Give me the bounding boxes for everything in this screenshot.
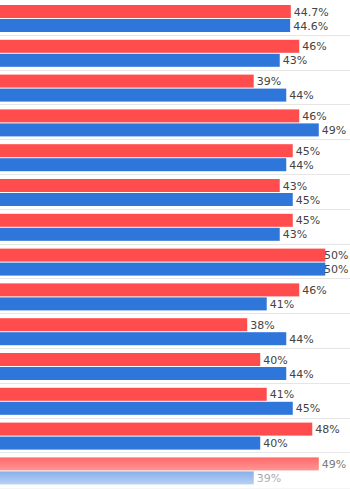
bar [0,40,299,53]
data-label: 45% [296,214,320,227]
data-label: 45% [296,194,320,207]
bar [0,123,319,136]
bar [0,353,260,366]
bar [0,423,312,436]
separator [0,209,350,210]
data-label: 43% [283,54,307,67]
data-label: 46% [302,40,326,53]
separator [0,35,350,36]
bar [0,19,290,32]
bar [0,179,280,192]
data-label: 44% [289,159,313,172]
chart: 44.7%44.6%46%43%39%44%46%49%45%44%43%45%… [0,0,350,489]
fade [0,449,350,489]
data-label: 44% [289,89,313,102]
data-label: 43% [283,180,307,193]
data-label: 45% [296,145,320,158]
bar [0,332,286,345]
data-label: 46% [302,110,326,123]
separator [0,278,350,279]
data-label: 48% [315,423,339,436]
bar [0,402,293,415]
data-label: 46% [302,284,326,297]
bar [0,297,267,310]
data-label: 44.7% [294,6,329,19]
separator [0,348,350,349]
separator [0,313,350,314]
data-label: 40% [263,354,287,367]
bar [0,158,286,171]
data-label: 44% [289,368,313,381]
separator [0,104,350,105]
bar [0,228,280,241]
bar [0,214,293,227]
bar [0,249,325,262]
bar [0,367,286,380]
data-label: 50% [324,249,348,262]
bar [0,263,325,276]
bar [0,318,247,331]
data-label: 41% [270,388,294,401]
bar [0,437,260,450]
separators [0,36,350,453]
data-label: 43% [283,228,307,241]
data-label: 41% [270,298,294,311]
data-label: 50% [324,263,348,276]
bar [0,109,299,122]
data-label: 40% [263,437,287,450]
bar [0,388,267,401]
bars [0,5,325,484]
data-label: 49% [322,124,346,137]
data-label: 39% [257,75,281,88]
bar [0,193,293,206]
separator [0,244,350,245]
separator [0,139,350,140]
bar [0,89,286,102]
bar [0,283,299,296]
data-label: 44.6% [293,20,328,33]
data-labels: 44.7%44.6%46%43%39%44%46%49%45%44%43%45%… [250,6,348,485]
data-label: 44% [289,333,313,346]
separator [0,383,350,384]
data-label: 38% [250,319,274,332]
bar [0,144,293,157]
separator [0,70,350,71]
separator [0,418,350,419]
separator [0,174,350,175]
bar [0,5,291,18]
bar [0,75,254,88]
data-label: 45% [296,402,320,415]
bar [0,54,280,67]
